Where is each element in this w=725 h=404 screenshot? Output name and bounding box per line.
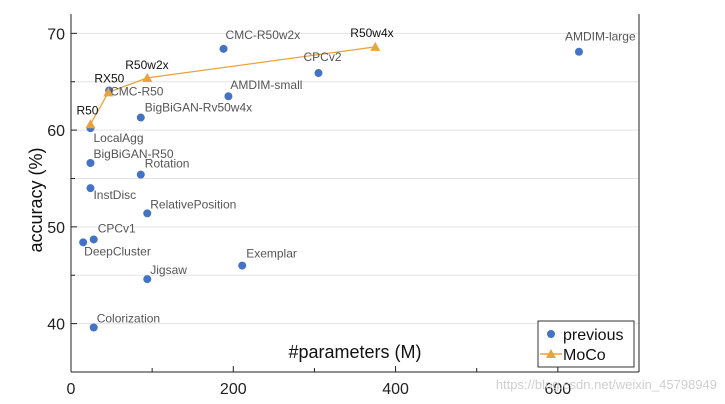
point-label-cmc-r50: CMC-R50: [110, 84, 164, 98]
y-tick-label-70: 70: [47, 26, 65, 43]
y-axis-title: accuracy (%): [26, 147, 46, 252]
point-exemplar: [238, 261, 247, 270]
point-label-cpcv2: CPCv2: [303, 50, 341, 64]
grid-lines: [71, 32, 639, 325]
point-cmc-r50w2x: [219, 44, 228, 53]
legend-previous-label: previous: [563, 327, 623, 344]
point-label-amdim-small: AMDIM-small: [230, 78, 302, 92]
watermark: https://blog.csdn.net/weixin_45798949: [495, 377, 717, 392]
moco-point-label-r50: R50: [76, 103, 98, 117]
point-colorization: [89, 323, 98, 332]
point-instdisc: [86, 184, 95, 193]
legend-previous-marker: [547, 330, 555, 338]
point-label-relativeposition: RelativePosition: [150, 197, 236, 211]
point-label-instdisc: InstDisc: [93, 188, 136, 202]
y-tick-label-50: 50: [47, 220, 65, 237]
point-cpcv2: [314, 69, 323, 78]
moco-point-label-r50w4x: R50w4x: [350, 26, 393, 40]
point-deepcluster: [79, 238, 88, 247]
point-label-localagg: LocalAgg: [93, 131, 143, 145]
point-bigbigan-rv50w4x: [136, 113, 145, 122]
point-amdim-small: [224, 92, 233, 101]
x-tick-label-0: 0: [67, 381, 76, 398]
point-rotation: [136, 170, 145, 179]
point-jigsaw: [143, 275, 152, 284]
point-bigbigan-r50: [86, 159, 95, 168]
axes: [70, 14, 640, 373]
x-tick-label-400: 400: [382, 381, 409, 398]
moco-point-rx50: [103, 87, 114, 97]
point-cpcv1: [89, 235, 98, 244]
point-label-bigbigan-r50: BigBiGAN-R50: [93, 147, 173, 161]
point-relativeposition: [143, 209, 152, 218]
point-label-amdim-large: AMDIM-large: [565, 30, 636, 44]
y-tick-label-60: 60: [47, 123, 65, 140]
moco-point-label-rx50: RX50: [94, 71, 124, 85]
moco-series-line: [89, 46, 376, 125]
legend-moco-label: MoCo: [563, 347, 606, 364]
legend-moco-marker: [546, 349, 556, 358]
moco-line: [89, 46, 376, 125]
y-tick-label-40: 40: [47, 317, 65, 334]
point-label-cmc-r50w2x: CMC-R50w2x: [226, 28, 301, 42]
moco-point-r50w2x: [142, 72, 153, 82]
point-label-cpcv1: CPCv1: [98, 221, 136, 235]
point-label-exemplar: Exemplar: [246, 247, 297, 261]
moco-point-r50: [85, 119, 96, 129]
x-tick-label-600: 600: [545, 381, 572, 398]
point-label-deepcluster: DeepCluster: [84, 244, 151, 258]
x-axis-title: #parameters (M): [288, 342, 421, 362]
point-label-rotation: Rotation: [145, 157, 190, 171]
legend: previous MoCo: [537, 320, 635, 368]
point-amdim-large: [574, 47, 583, 56]
moco-point-r50w4x: [370, 41, 381, 51]
moco-point-label-r50w2x: R50w2x: [125, 58, 168, 72]
tick-labels: 40 50 60 70 0 200 400 600: [47, 26, 571, 398]
legend-box: [537, 320, 635, 368]
point-label-colorization: Colorization: [97, 311, 160, 325]
point-label-jigsaw: Jigsaw: [150, 263, 187, 277]
x-tick-label-200: 200: [220, 381, 247, 398]
point-label-bigbigan-rv50w4x: BigBiGAN-Rv50w4x: [145, 101, 252, 115]
